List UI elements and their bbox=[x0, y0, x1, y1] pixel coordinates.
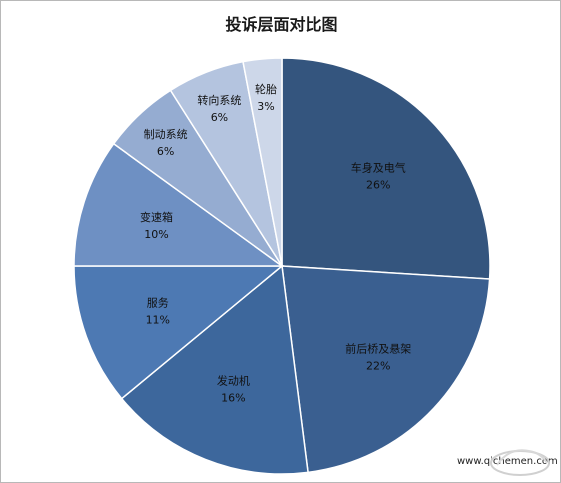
slice-label: 服务 bbox=[147, 297, 169, 310]
slice-value-label: 6% bbox=[157, 145, 174, 158]
slice-label: 前后桥及悬架 bbox=[345, 341, 411, 355]
slice-value-label: 10% bbox=[144, 228, 168, 241]
watermark-text: www.qichemen.com bbox=[457, 456, 558, 467]
pie-slice bbox=[73, 265, 285, 400]
slice-label: 转向系统 bbox=[197, 93, 241, 107]
pie-slice bbox=[281, 57, 491, 280]
car-logo-watermark bbox=[490, 449, 550, 476]
slice-value-label: 16% bbox=[221, 392, 245, 405]
slice-value-label: 3% bbox=[257, 100, 274, 113]
chart-title: 投诉层面对比图 bbox=[225, 15, 338, 34]
slice-label: 轮胎 bbox=[255, 82, 277, 96]
slice-value-label: 26% bbox=[366, 179, 390, 192]
slice-label: 制动系统 bbox=[144, 128, 188, 141]
pie-slice bbox=[281, 265, 491, 474]
slice-label: 发动机 bbox=[217, 374, 250, 388]
slice-value-label: 11% bbox=[146, 314, 170, 327]
slice-value-label: 22% bbox=[366, 359, 390, 372]
slice-value-label: 6% bbox=[211, 111, 228, 124]
pie-slice bbox=[242, 57, 283, 267]
pie-slice bbox=[73, 142, 285, 267]
slice-label: 变速箱 bbox=[140, 210, 173, 224]
slice-label: 车身及电气 bbox=[351, 161, 406, 175]
pie-slice bbox=[120, 264, 309, 475]
